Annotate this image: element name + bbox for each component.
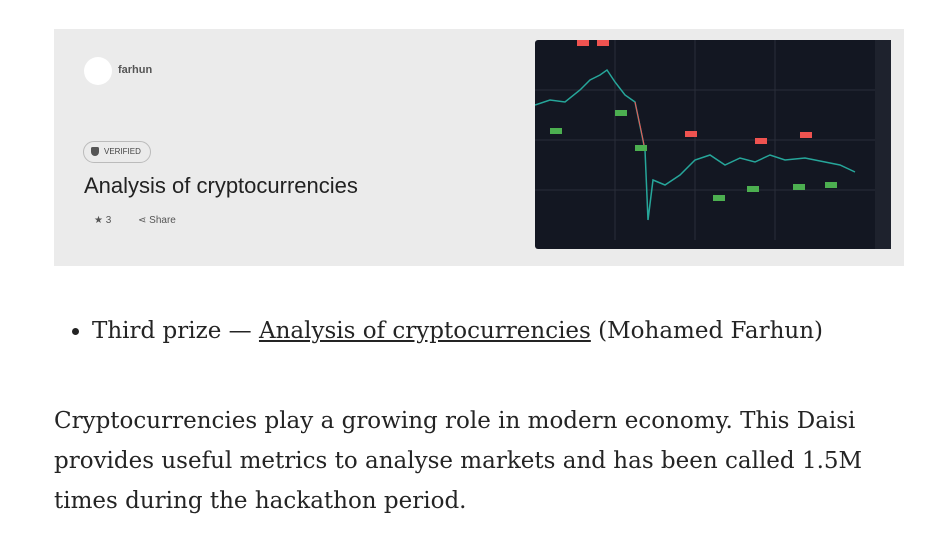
item-prefix: Third prize — — [92, 318, 259, 344]
list-item: Third prize — Analysis of cryptocurrenci… — [92, 318, 823, 344]
card-title: Analysis of cryptocurrencies — [84, 173, 358, 198]
item-suffix: (Mohamed Farhun) — [590, 318, 824, 344]
paragraph: Cryptocurrencies play a growing role in … — [54, 408, 863, 514]
share[interactable]: ⋖ Share — [138, 215, 176, 226]
prize-list: Third prize — Analysis of cryptocurrenci… — [40, 318, 823, 344]
stars[interactable]: ★ 3 — [94, 215, 112, 226]
item-link[interactable]: Analysis of cryptocurrencies — [258, 318, 591, 344]
author: farhun — [118, 64, 153, 76]
share-label: Share — [149, 215, 176, 226]
preview-image — [535, 40, 891, 249]
author-logo — [84, 57, 112, 85]
verified-badge: VERIFIED — [83, 141, 151, 163]
embed-card[interactable]: farhun VERIFIED Analysis of cryptocurren… — [54, 29, 904, 266]
star-count: 3 — [105, 215, 112, 226]
